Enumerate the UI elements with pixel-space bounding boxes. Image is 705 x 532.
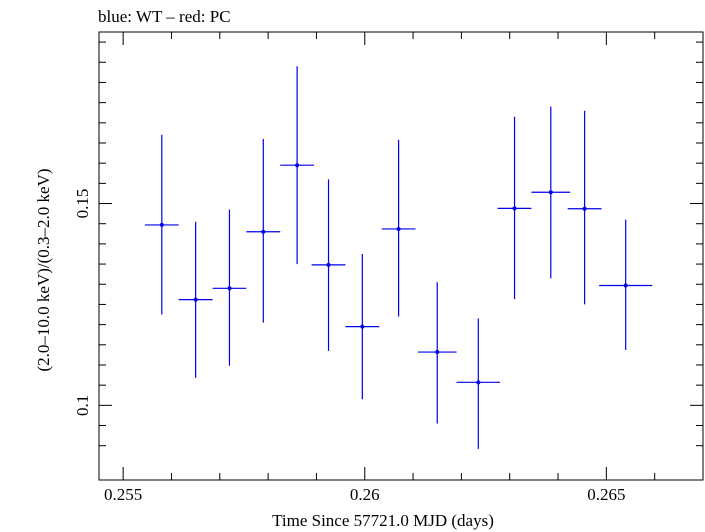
point-marker: [623, 283, 628, 288]
data-point: [417, 282, 457, 424]
y-tick-label: 0.1: [73, 395, 92, 416]
x-axis-ticks: 0.255 0.26 0.265: [104, 32, 704, 504]
plot-frame: [98, 31, 704, 481]
point-marker: [326, 262, 331, 267]
data-point: [381, 139, 416, 317]
point-marker: [582, 206, 587, 211]
data-point: [311, 179, 346, 351]
point-marker: [261, 229, 266, 234]
data-point: [599, 219, 653, 351]
data-point: [456, 318, 501, 449]
point-marker: [159, 222, 164, 227]
data-point: [531, 106, 571, 279]
data-point: [567, 110, 602, 305]
data-point: [178, 221, 213, 378]
data-point: [345, 253, 380, 400]
data-points: [144, 66, 653, 449]
data-point: [280, 66, 315, 265]
data-point: [144, 134, 179, 315]
x-tick-label: 0.265: [587, 485, 625, 504]
data-point: [497, 116, 532, 300]
point-marker: [512, 206, 517, 211]
point-marker: [227, 286, 232, 291]
chart-title: blue: WT – red: PC: [98, 7, 231, 26]
y-tick-label: 0.15: [73, 189, 92, 219]
x-tick-label: 0.255: [104, 485, 142, 504]
point-marker: [435, 350, 440, 355]
data-point: [212, 209, 247, 366]
point-marker: [548, 190, 553, 195]
x-tick-label: 0.26: [350, 485, 380, 504]
point-marker: [193, 297, 198, 302]
point-marker: [476, 380, 481, 385]
y-axis-ticks: 0.1 0.15: [73, 41, 703, 447]
x-axis-label: Time Since 57721.0 MJD (days): [272, 511, 494, 530]
point-marker: [360, 324, 365, 329]
point-marker: [295, 163, 300, 168]
point-marker: [396, 226, 401, 231]
y-axis-label: (2.0–10.0 keV)/(0.3–2.0 keV): [34, 168, 53, 371]
data-point: [246, 138, 281, 323]
